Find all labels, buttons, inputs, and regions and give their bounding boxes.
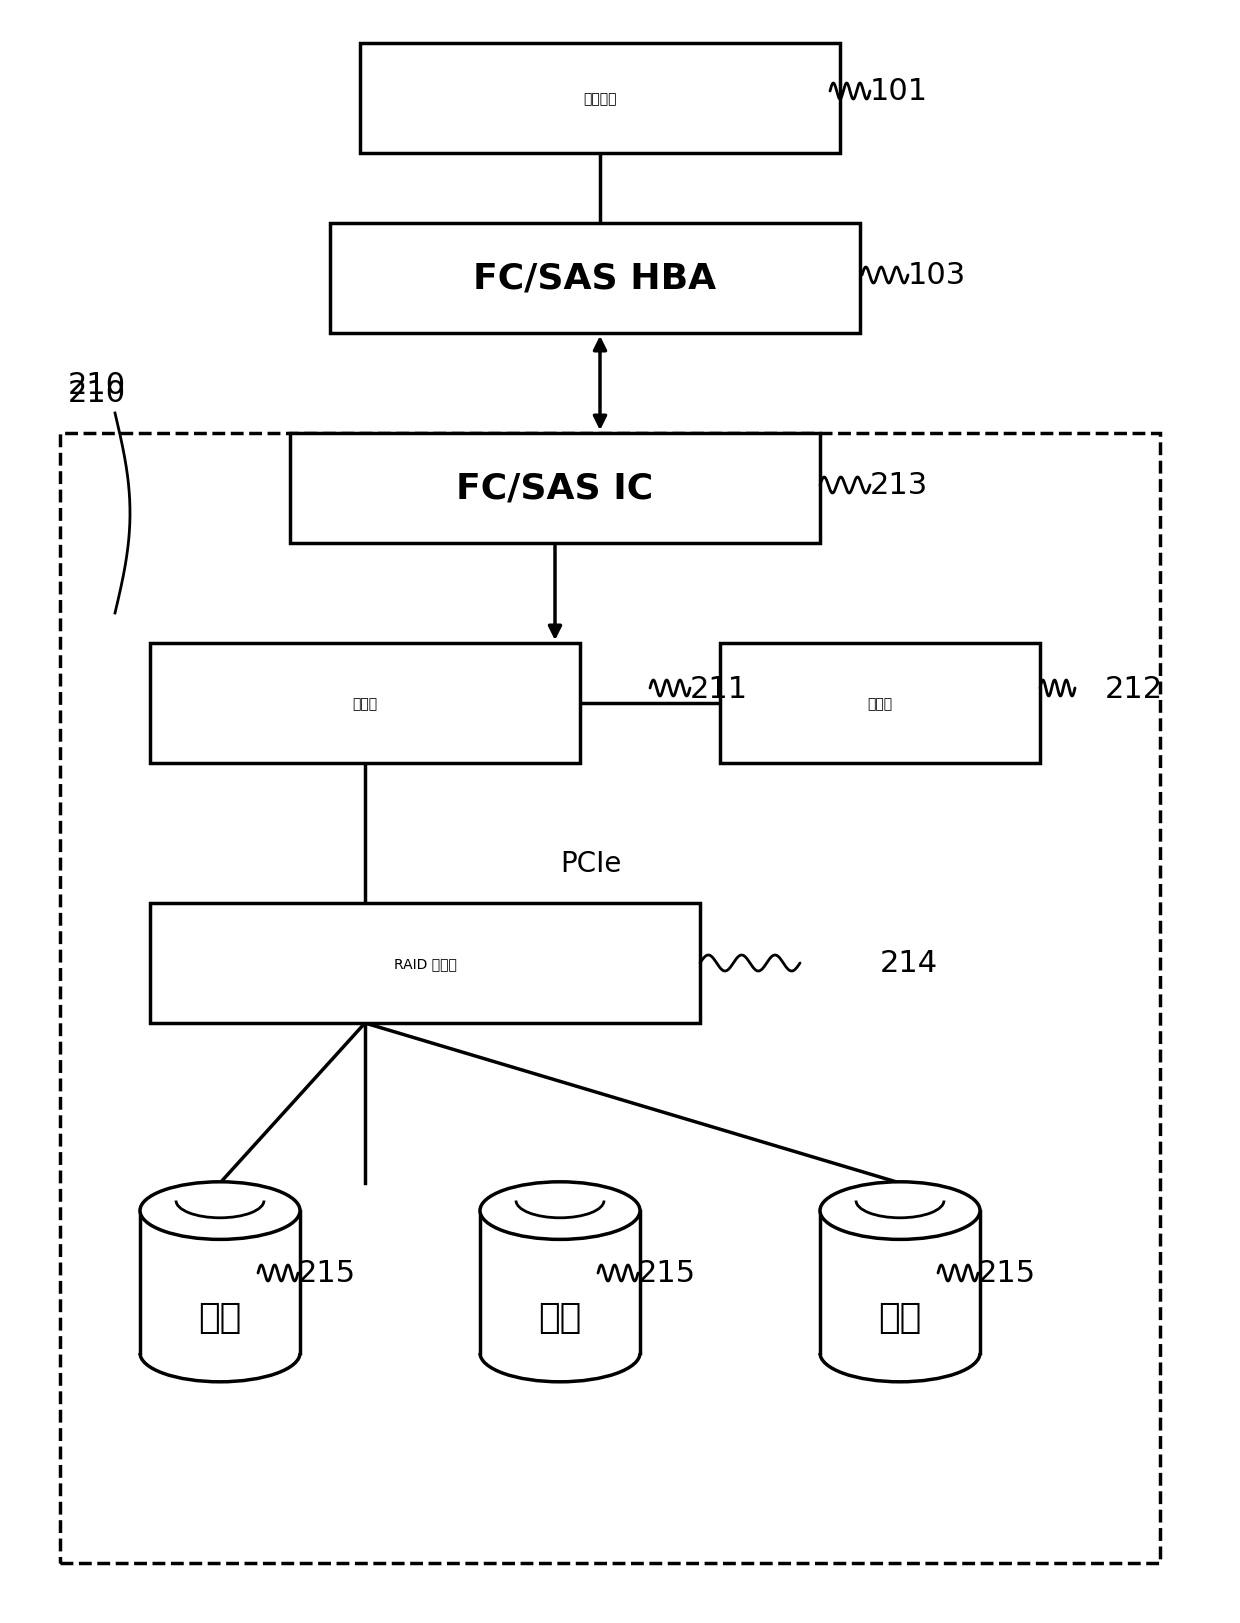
Text: 214: 214 bbox=[880, 949, 939, 979]
Text: 103: 103 bbox=[908, 261, 966, 291]
Bar bbox=[720, 644, 1040, 763]
Text: 磁盘: 磁盘 bbox=[198, 1300, 242, 1334]
Text: 215: 215 bbox=[978, 1259, 1037, 1287]
Text: 处理器: 处理器 bbox=[352, 696, 377, 711]
Bar bbox=[330, 224, 861, 334]
Bar bbox=[150, 644, 580, 763]
Bar bbox=[290, 433, 820, 544]
Text: 213: 213 bbox=[870, 471, 929, 500]
Text: RAID 控制器: RAID 控制器 bbox=[393, 956, 456, 971]
Bar bbox=[820, 1211, 980, 1354]
Bar bbox=[360, 44, 839, 154]
Text: 212: 212 bbox=[1105, 674, 1163, 703]
Text: 215: 215 bbox=[298, 1259, 356, 1287]
Text: 210: 210 bbox=[68, 380, 126, 409]
Text: 211: 211 bbox=[689, 674, 748, 703]
Ellipse shape bbox=[140, 1182, 300, 1240]
Text: 存储器: 存储器 bbox=[868, 696, 893, 711]
Text: 主机系统: 主机系统 bbox=[583, 93, 616, 105]
Text: FC/SAS IC: FC/SAS IC bbox=[456, 472, 653, 506]
Bar bbox=[140, 1211, 300, 1354]
Text: 磁盘: 磁盘 bbox=[878, 1300, 921, 1334]
Text: 210: 210 bbox=[68, 372, 126, 401]
Text: FC/SAS HBA: FC/SAS HBA bbox=[474, 261, 717, 295]
Bar bbox=[60, 433, 1159, 1563]
Ellipse shape bbox=[820, 1182, 980, 1240]
Bar bbox=[150, 904, 701, 1024]
Ellipse shape bbox=[480, 1182, 640, 1240]
Text: PCIe: PCIe bbox=[560, 849, 621, 878]
Text: 215: 215 bbox=[639, 1259, 696, 1287]
Text: 磁盘: 磁盘 bbox=[538, 1300, 582, 1334]
Bar bbox=[480, 1211, 640, 1354]
Text: 101: 101 bbox=[870, 78, 928, 107]
